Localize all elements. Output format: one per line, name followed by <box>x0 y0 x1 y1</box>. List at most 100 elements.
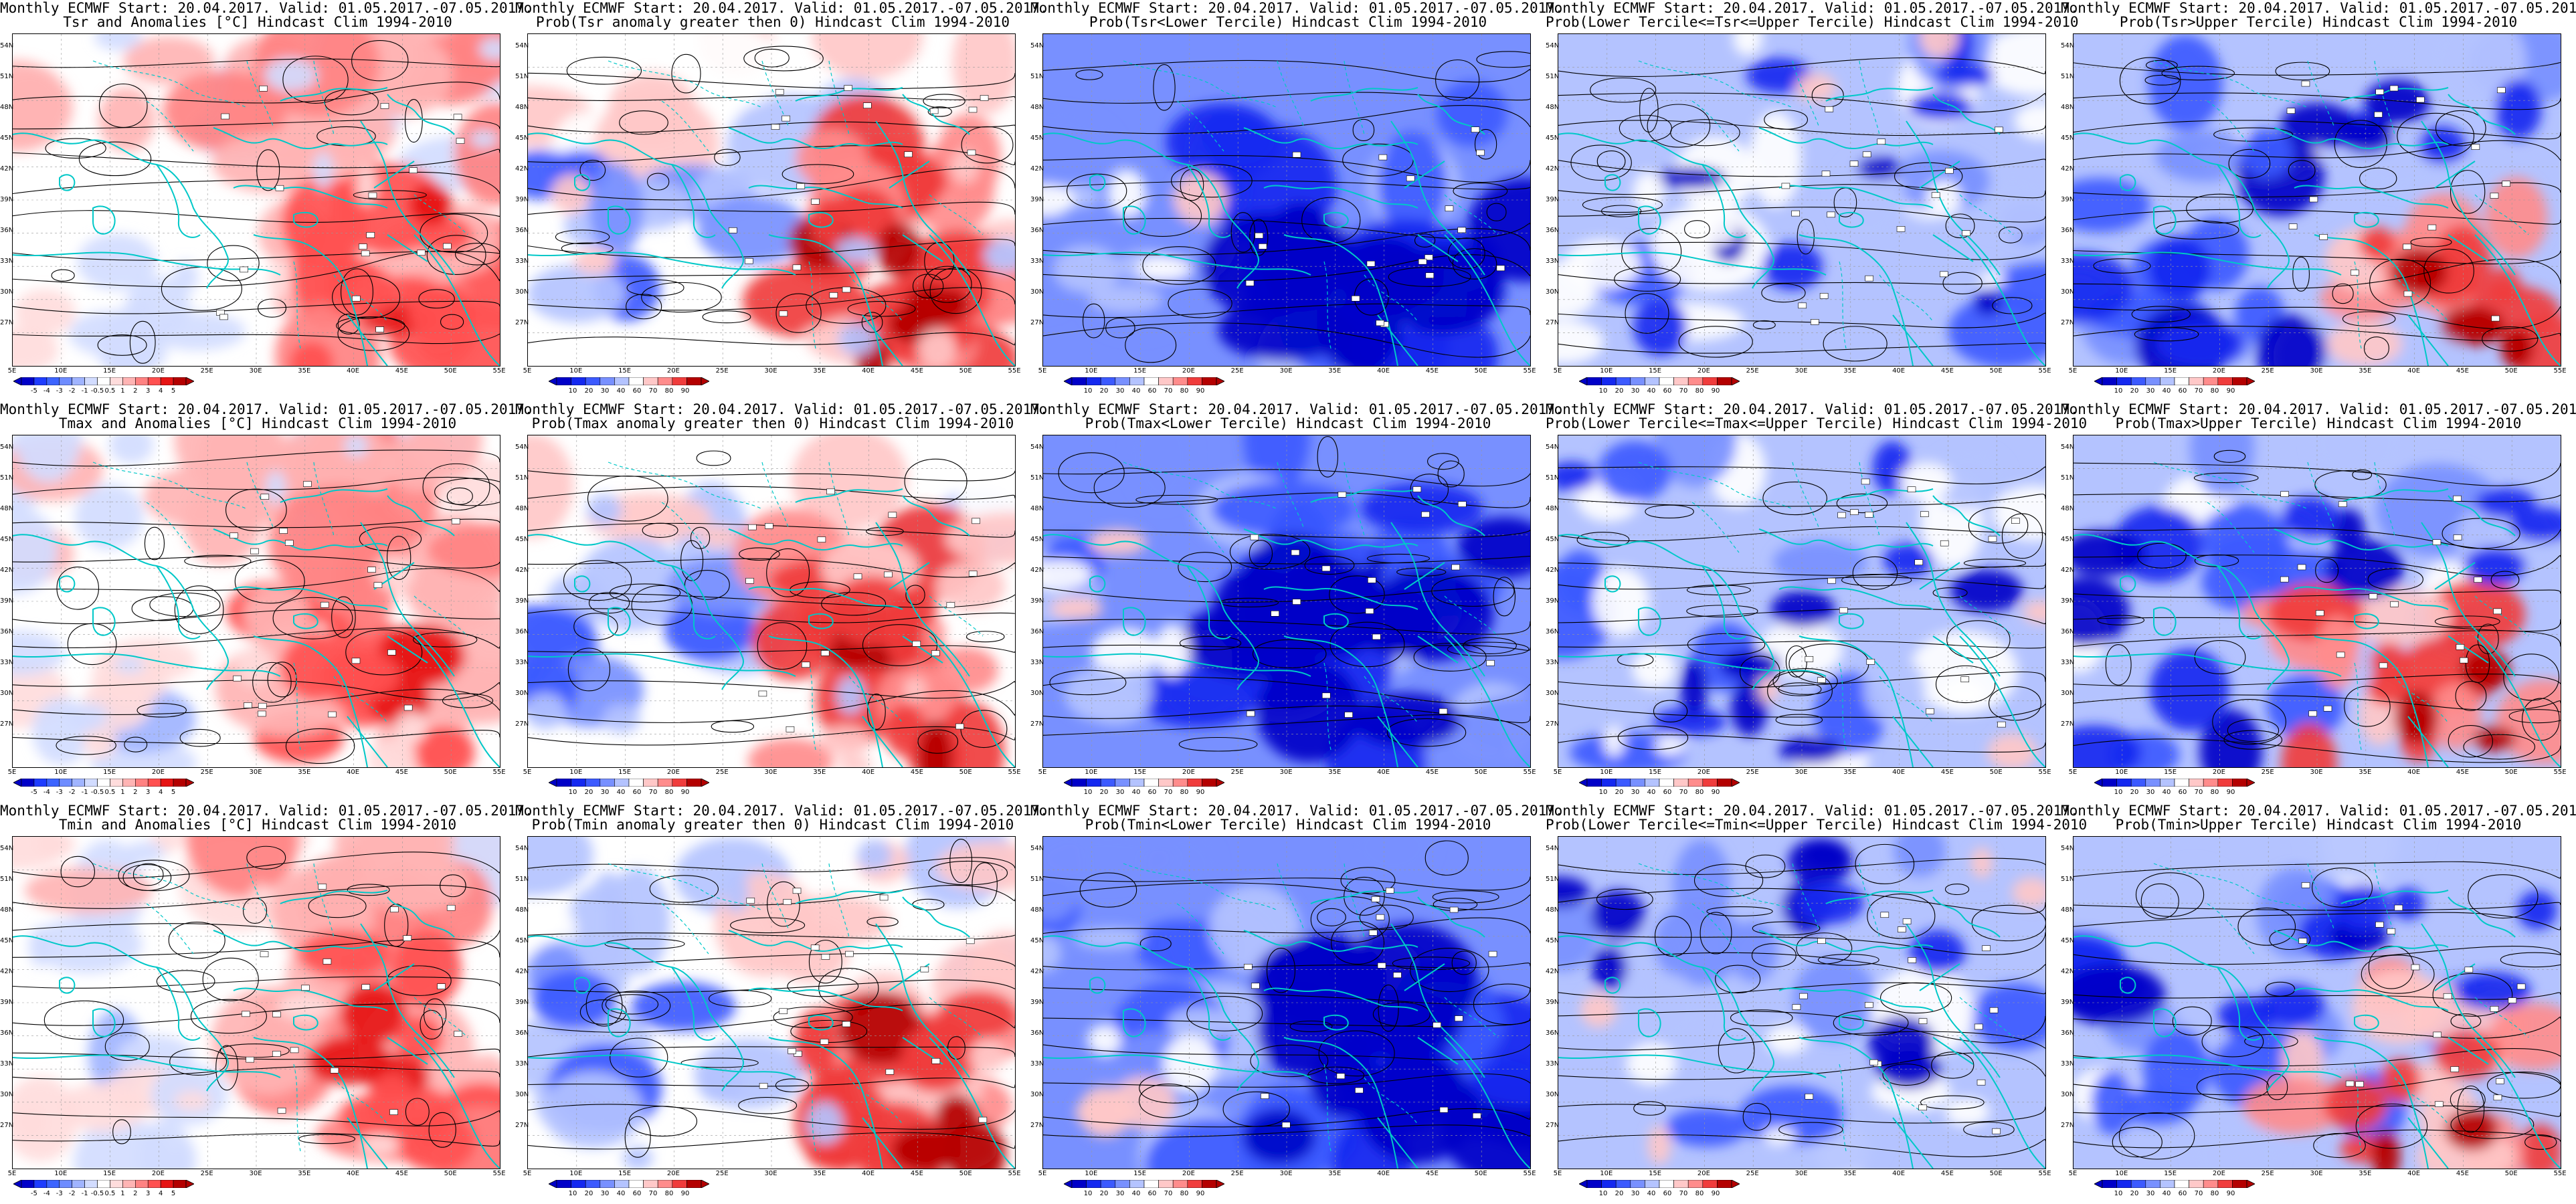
field-patch <box>1654 435 1737 487</box>
panel-title-line2: Tmin and Anomalies [°C] Hindcast Clim 19… <box>58 817 457 833</box>
latitude-label: 36N <box>0 628 14 635</box>
latitude-label: 42N <box>1030 968 1044 975</box>
field-patch <box>968 1039 1006 1073</box>
longitude-label: 35E <box>1328 769 1342 776</box>
field-patch <box>528 435 573 538</box>
latitude-label: 42N <box>1030 165 1044 173</box>
panel-title-line2: Prob(Tmin>Upper Tercile) Hindcast Clim 1… <box>2115 817 2522 833</box>
longitude-label: 10E <box>54 769 68 776</box>
field-patch <box>454 102 500 207</box>
map-area <box>527 33 1016 367</box>
longitude-label: 40E <box>1377 367 1390 375</box>
field-patch <box>593 872 622 906</box>
field-patch <box>2191 1122 2280 1169</box>
map-panel-tmax-5: Monthly ECMWF Start: 20.04.2017. Valid: … <box>2061 401 2576 803</box>
colorbar-tick-label: 90 <box>680 1190 690 1197</box>
latitude-label: 30N <box>515 690 529 697</box>
longitude-label: 50E <box>959 1170 972 1177</box>
longitude-label: 15E <box>1649 1170 1662 1177</box>
longitude-label: 15E <box>618 1170 632 1177</box>
latitude-label: 36N <box>515 628 529 635</box>
longitude-label: 10E <box>54 367 68 375</box>
field-patch <box>631 982 736 1031</box>
latitude-label: 30N <box>1546 690 1560 697</box>
longitude-label: 40E <box>862 769 875 776</box>
latitude-label: 48N <box>515 104 529 111</box>
field-patch <box>183 482 262 565</box>
colorbar-tick-label: 60 <box>1147 1190 1157 1197</box>
longitude-label: 40E <box>2407 367 2421 375</box>
colorbar-tick-label: 70 <box>648 1190 658 1197</box>
longitude-label: 15E <box>1133 1170 1147 1177</box>
field-patch <box>1869 1015 1935 1070</box>
longitude-label: 30E <box>764 769 777 776</box>
field-patch <box>2325 539 2404 599</box>
field-patch <box>394 646 466 675</box>
longitude-label: 35E <box>298 367 311 375</box>
map-area <box>1042 836 1531 1169</box>
latitude-label: 45N <box>1030 134 1044 142</box>
colorbar-tick-label: 80 <box>664 387 674 395</box>
colorbar-tick-label: 3 <box>146 789 151 796</box>
map-panel-tsr-2: Monthly ECMWF Start: 20.04.2017. Valid: … <box>515 0 1048 401</box>
longitude-label: 10E <box>1085 367 1098 375</box>
colorbar-tick-label: 90 <box>2226 789 2235 796</box>
longitude-label: 55E <box>1523 367 1536 375</box>
field-patch <box>1908 91 1972 121</box>
field-patch <box>1987 733 2037 767</box>
longitude-label: 45E <box>395 367 408 375</box>
longitude-label: 10E <box>2115 1170 2128 1177</box>
colorbar-tick-label: 60 <box>1663 387 1672 395</box>
latitude-label: 30N <box>0 1091 14 1098</box>
colorbar <box>549 779 709 787</box>
field-patch <box>1460 695 1530 756</box>
longitude-label: 15E <box>1649 769 1662 776</box>
latitude-label: 42N <box>2061 567 2075 574</box>
latitude-label: 54N <box>1030 845 1044 852</box>
field-patch <box>114 332 149 361</box>
colorbar-tick-label: 40 <box>2162 789 2171 796</box>
field-patch <box>2148 35 2223 130</box>
field-patch <box>875 223 923 276</box>
longitude-label: 45E <box>1425 769 1439 776</box>
field-patch <box>794 1009 838 1076</box>
latitude-label: 36N <box>1030 628 1044 635</box>
colorbar-tick-label: 30 <box>1115 387 1125 395</box>
latitude-label: 54N <box>515 845 529 852</box>
colorbar-tick-label: -4 <box>43 1190 50 1197</box>
colorbar-tick-label: 80 <box>664 1190 674 1197</box>
colorbar-tick-label: 40 <box>616 789 626 796</box>
panel-title-line2: Tmax and Anomalies [°C] Hindcast Clim 19… <box>58 415 457 431</box>
colorbar-tick-label: -3 <box>56 387 63 395</box>
latitude-label: 33N <box>1546 1060 1560 1068</box>
latitude-label: 45N <box>0 937 14 944</box>
latitude-label: 27N <box>1546 720 1560 728</box>
field-patch <box>697 195 808 265</box>
longitude-label: 40E <box>2407 1170 2421 1177</box>
colorbar <box>2094 1180 2255 1188</box>
latitude-label: 51N <box>1030 474 1044 482</box>
longitude-label: 20E <box>1697 769 1710 776</box>
field-patch <box>94 34 143 51</box>
colorbar-tick-label: 80 <box>2210 387 2219 395</box>
longitude-label: 10E <box>569 367 583 375</box>
field-patch <box>1653 900 1744 986</box>
longitude-label: 5E <box>2068 769 2078 776</box>
field-patch <box>426 522 500 578</box>
latitude-label: 45N <box>2061 536 2075 543</box>
field-patch <box>2155 863 2232 921</box>
longitude-label: 15E <box>2164 769 2177 776</box>
latitude-label: 51N <box>0 73 14 80</box>
latitude-label: 39N <box>515 196 529 203</box>
latitude-label: 30N <box>1030 690 1044 697</box>
panel-title-line2: Prob(Tsr>Upper Tercile) Hindcast Clim 19… <box>2119 14 2518 30</box>
longitude-label: 55E <box>492 769 506 776</box>
colorbar <box>1064 779 1224 787</box>
latitude-label: 36N <box>1546 628 1560 635</box>
field-patch <box>149 312 246 350</box>
colorbar-tick-label: 90 <box>1711 387 1720 395</box>
latitude-label: 30N <box>515 288 529 296</box>
colorbar-tick-label: 0.5 <box>104 387 116 395</box>
longitude-label: 50E <box>1989 1170 2003 1177</box>
field-patch <box>1564 239 1641 290</box>
